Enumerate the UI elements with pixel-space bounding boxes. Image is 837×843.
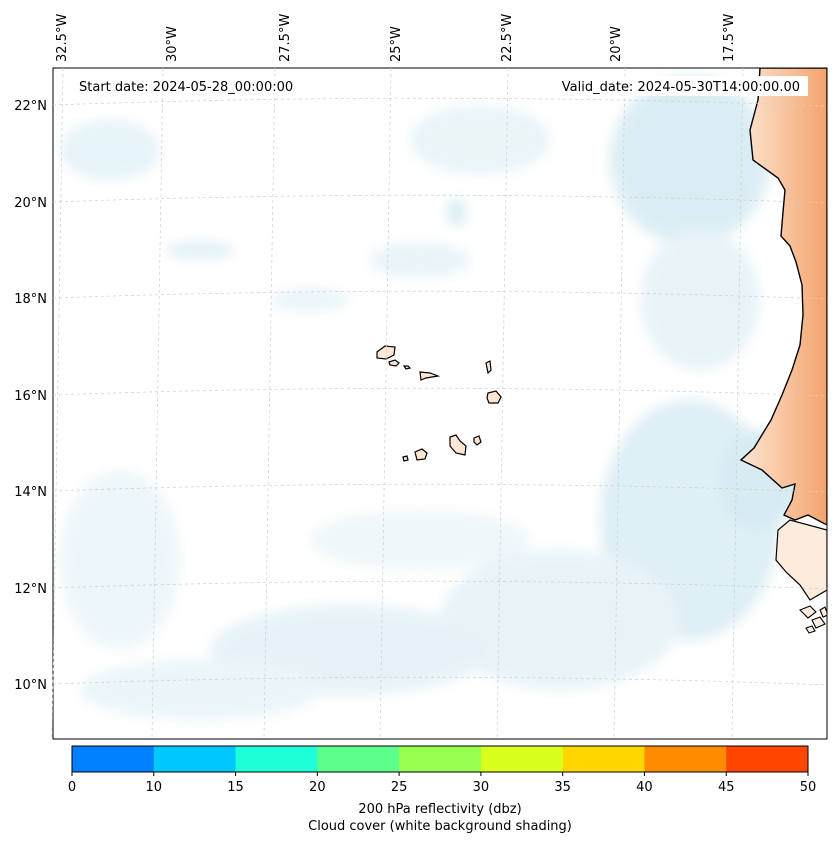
colorbar-tick-label: 50 bbox=[800, 780, 817, 795]
meridian-line bbox=[379, 67, 392, 740]
start-date-label: Start date: 2024-05-28_00:00:00 bbox=[79, 80, 293, 95]
latitude-tick-label: 10°N bbox=[14, 678, 47, 693]
longitude-tick-label: 27.5°W bbox=[278, 14, 293, 62]
colorbar-swatch bbox=[72, 746, 155, 772]
longitude-tick-label: 22.5°W bbox=[500, 14, 515, 62]
parallel-line bbox=[52, 580, 828, 590]
latitude-tick-label: 18°N bbox=[14, 292, 47, 307]
colorbar-swatch bbox=[644, 746, 727, 772]
colorbar-swatch bbox=[235, 746, 318, 772]
meridian-line bbox=[51, 67, 64, 740]
longitude-tick-label: 32.5°W bbox=[55, 14, 70, 62]
map-border bbox=[52, 67, 828, 740]
colorbar-tick-label: 45 bbox=[718, 780, 735, 795]
colorbar-tick-label: 0 bbox=[68, 780, 76, 795]
colorbar-border bbox=[71, 745, 809, 773]
africa-mainland bbox=[739, 68, 827, 526]
longitude-tick-label: 17.5°W bbox=[722, 14, 737, 62]
colorbar-tick-label: 20 bbox=[309, 780, 326, 795]
island-brava bbox=[402, 455, 409, 462]
meridian-line bbox=[731, 67, 744, 740]
parallel-line bbox=[52, 483, 828, 493]
colorbar-tick-label: 30 bbox=[473, 780, 490, 795]
island-sal bbox=[485, 360, 492, 375]
colorbar-label: 200 hPa reflectivity (dbz) bbox=[358, 802, 521, 817]
colorbar-tick-label: 25 bbox=[391, 780, 408, 795]
latitude-tick-label: 12°N bbox=[14, 582, 47, 597]
longitude-tick-label: 30°W bbox=[165, 26, 180, 62]
latitude-tick-label: 14°N bbox=[14, 485, 47, 500]
colorbar-sublabel: Cloud cover (white background shading) bbox=[308, 819, 572, 834]
parallel-line bbox=[52, 97, 828, 107]
meridian-line bbox=[496, 67, 509, 740]
island-santiago bbox=[449, 434, 467, 456]
island-sao-vicente bbox=[388, 359, 400, 367]
island-maio bbox=[473, 435, 482, 446]
colorbar-tick-label: 35 bbox=[554, 780, 571, 795]
colorbar-tick-label: 15 bbox=[227, 780, 244, 795]
island-fogo bbox=[414, 448, 428, 461]
guinea-bissau-coast bbox=[775, 519, 827, 601]
meridian-line bbox=[151, 67, 164, 740]
parallel-line bbox=[52, 387, 828, 397]
start-date-box bbox=[72, 76, 310, 96]
valid-date-label: Valid_date: 2024-05-30T14:00:00.00 bbox=[562, 80, 800, 95]
colorbar-swatch bbox=[153, 746, 237, 772]
valid-date-box bbox=[538, 76, 808, 96]
parallel-line bbox=[52, 194, 828, 204]
colorbar-tick-label: 10 bbox=[146, 780, 163, 795]
longitude-tick-label: 20°W bbox=[609, 26, 624, 62]
colorbar: 0 10 15 20 25 30 35 40 45 50 bbox=[68, 745, 817, 795]
island-boa-vista bbox=[486, 390, 502, 404]
colorbar-tick-label: 40 bbox=[636, 780, 653, 795]
latitude-tick-label: 16°N bbox=[14, 389, 47, 404]
bijagos-islands bbox=[799, 605, 827, 634]
island-santa-luzia bbox=[402, 365, 412, 370]
latitude-tick-label: 22°N bbox=[14, 99, 47, 114]
graticule bbox=[51, 67, 828, 740]
parallel-line bbox=[52, 290, 828, 300]
meridian-line bbox=[263, 67, 276, 740]
meridian-line bbox=[613, 67, 626, 740]
colorbar-swatch bbox=[726, 746, 809, 772]
longitude-labels: 32.5°W 30°W 27.5°W 25°W 22.5°W 20°W 17.5°W bbox=[55, 14, 737, 62]
cape-verde-islands bbox=[376, 345, 502, 462]
island-sao-nicolau bbox=[419, 371, 441, 381]
latitude-labels: 22°N 20°N 18°N 16°N 14°N 12°N 10°N bbox=[14, 99, 47, 693]
longitude-tick-label: 25°W bbox=[389, 26, 404, 62]
cloud-cover-shading bbox=[60, 75, 800, 720]
colorbar-swatch bbox=[480, 746, 564, 772]
parallel-line bbox=[52, 676, 828, 686]
colorbar-swatch bbox=[562, 746, 645, 772]
colorbar-swatch bbox=[399, 746, 482, 772]
colorbar-swatch bbox=[317, 746, 400, 772]
latitude-tick-label: 20°N bbox=[14, 196, 47, 211]
